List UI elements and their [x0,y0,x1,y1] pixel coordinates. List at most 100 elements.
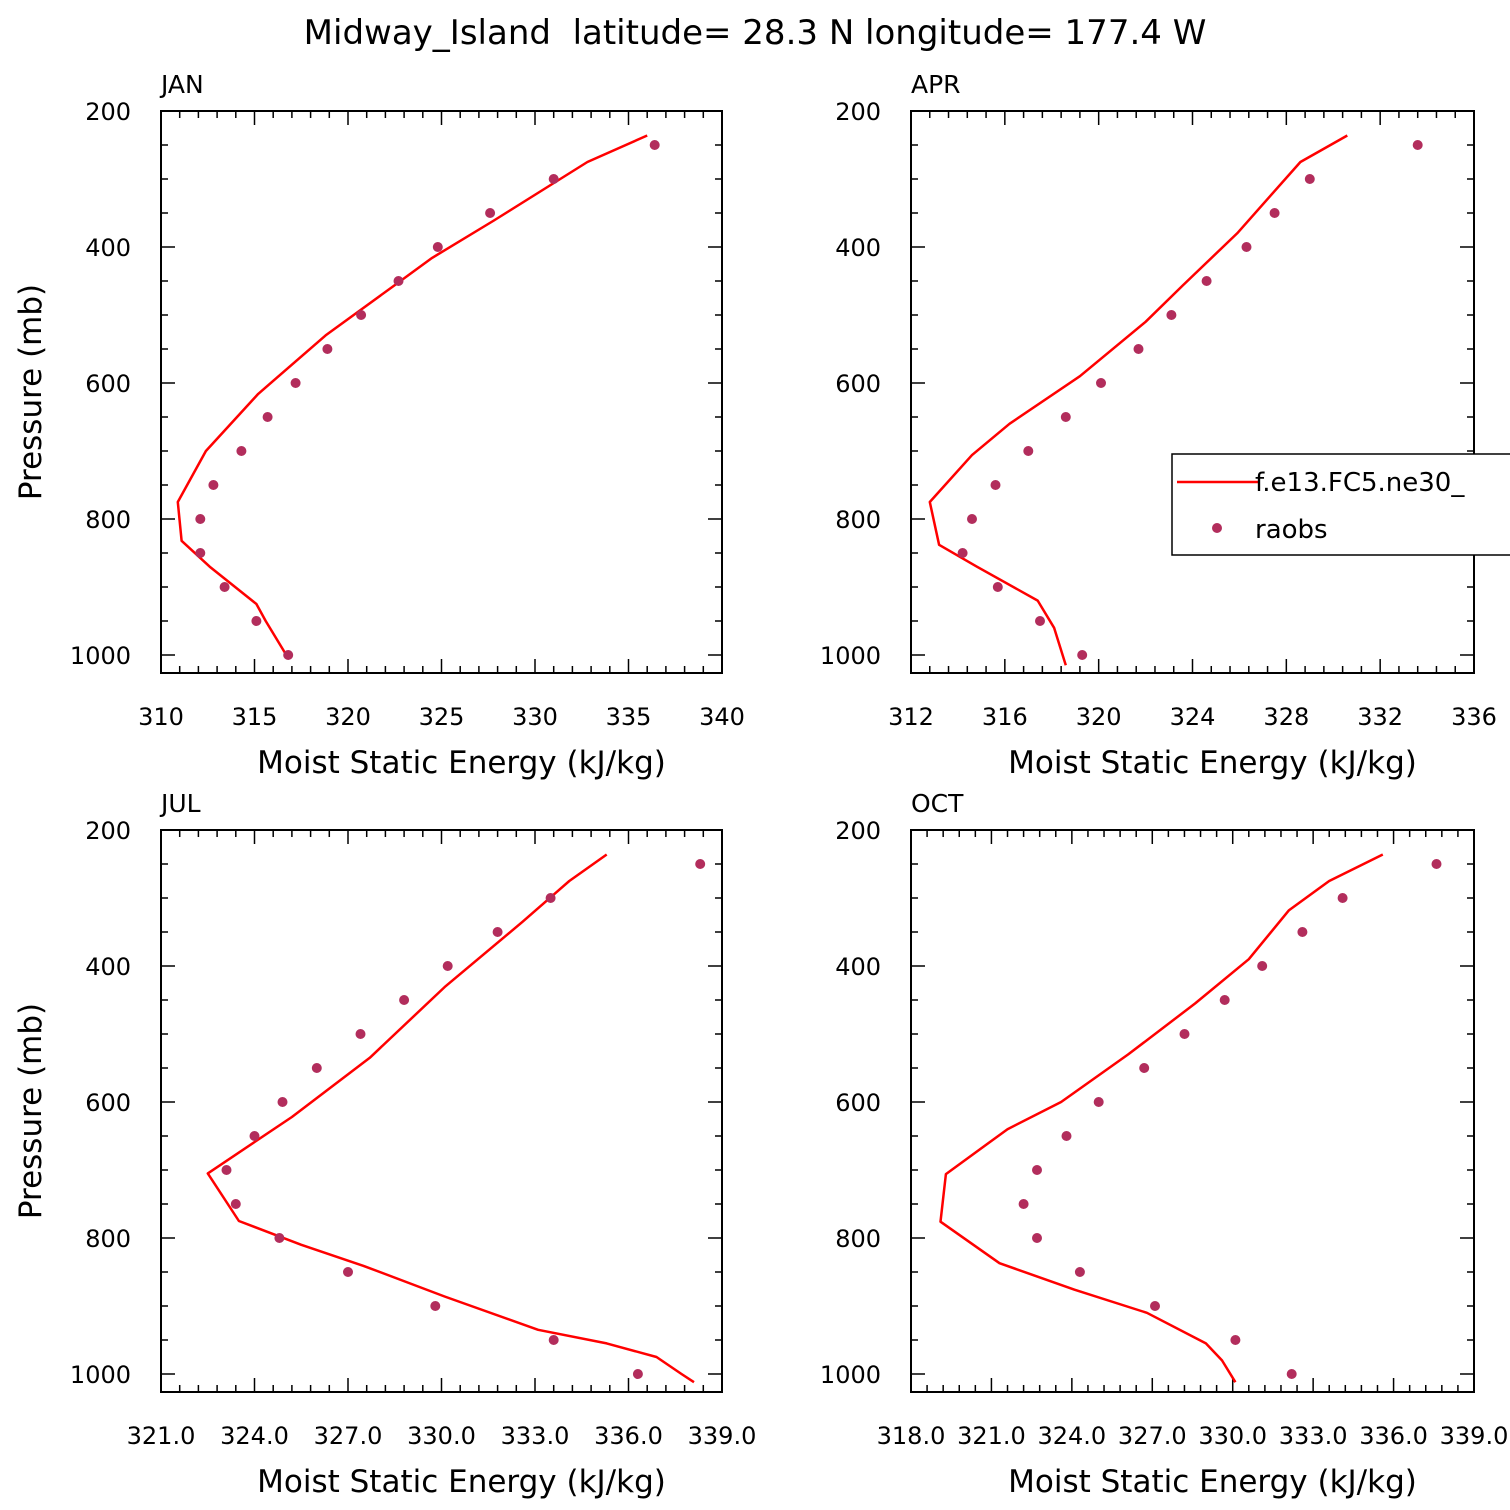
obs-point [277,1097,288,1107]
obs-point [1219,995,1230,1005]
panel-apr: APR 312 316 320 324 328 332 336 200 400 600 800 1000… [820,70,1497,781]
panel-label: JUL [159,789,201,818]
obs-point [399,995,410,1005]
obs-point [283,650,294,660]
obs-point [430,1301,441,1311]
x-tick-label: 339.0 [1440,1422,1509,1450]
legend-label-obs: raobs [1255,515,1328,545]
obs-point [1093,1097,1104,1107]
x-tick-label: 330.0 [1198,1422,1267,1450]
obs-point [1286,1369,1297,1379]
x-tick-label: 336.0 [594,1422,663,1450]
obs-point [1018,1199,1029,1209]
x-tick-label: 310 [138,703,184,731]
series-line-model [928,134,1348,666]
x-axis-title: Moist Static Energy (kJ/kg) [1008,745,1417,781]
x-tick-label: 332 [1357,703,1403,731]
obs-point [695,859,706,869]
obs-point [1179,1029,1190,1039]
obs-point [311,1063,322,1073]
x-tick-label: 340 [699,703,745,731]
x-tick-label: 318.0 [877,1422,946,1450]
x-tick-label: 316 [982,703,1028,731]
x-tick-label: 312 [888,703,934,731]
obs-point [355,1029,366,1039]
obs-point [548,174,559,184]
x-tick-label: 327.0 [1118,1422,1187,1450]
obs-point [492,927,503,937]
figure-title: Midway_Island latitude= 28.3 N longitude… [304,13,1207,53]
x-tick-label: 325 [419,703,465,731]
obs-point [290,378,301,388]
obs-point [230,1199,241,1209]
panel-label: JAN [159,70,204,99]
panel-label: APR [911,70,961,99]
x-tick-label: 315 [232,703,278,731]
legend-box [1171,453,1510,556]
obs-point [442,961,453,971]
x-tick-label: 324 [1170,703,1216,731]
y-tick-label: 200 [835,817,881,845]
series-line-model [206,853,695,1384]
obs-point [1230,1335,1241,1345]
x-axis-title: Moist Static Energy (kJ/kg) [257,745,666,781]
x-tick-label: 321.0 [127,1422,196,1450]
obs-point [208,480,219,490]
obs-point [1035,616,1045,626]
series-line-model [939,853,1384,1383]
y-tick-label: 400 [85,234,131,262]
obs-point [992,582,1003,592]
obs-point [1032,1233,1042,1243]
obs-point [548,1335,559,1345]
y-tick-label: 600 [835,370,881,398]
y-tick-label: 1000 [70,1361,131,1389]
obs-point [1297,927,1308,937]
obs-point [343,1267,353,1277]
obs-point [485,208,496,218]
obs-point [1201,276,1212,286]
x-tick-label: 320 [1076,703,1122,731]
x-tick-label: 336 [1451,703,1497,731]
x-tick-label: 333.0 [1279,1422,1348,1450]
x-tick-label: 328 [1263,703,1309,731]
series-line-model [176,134,648,656]
obs-point [1074,1267,1085,1277]
y-tick-label: 600 [85,370,131,398]
x-tick-label: 339.0 [688,1422,757,1450]
obs-point [1269,208,1280,218]
panel-oct: OCT 318.0 321.0 324.0 327.0 330.0 333.0 336.0 33… [820,789,1508,1500]
obs-point [236,446,247,456]
y-tick-label: 1000 [820,642,881,670]
y-tick-label: 600 [85,1089,131,1117]
x-axis-title: Moist Static Energy (kJ/kg) [257,1464,666,1500]
legend-label-model: f.e13.FC5.ne30_ [1255,468,1465,498]
obs-point [219,582,230,592]
obs-point [1304,174,1315,184]
obs-point [649,140,660,150]
obs-point [967,514,977,524]
panel-jan: JAN 310 315 320 325 330 335 340 200 400 600 800 1000… [13,70,745,781]
x-tick-label: 324.0 [220,1422,289,1450]
obs-point [632,1369,643,1379]
panel-label: OCT [911,789,964,818]
obs-point [393,276,404,286]
y-tick-label: 200 [85,817,131,845]
y-axis-title: Pressure (mb) [13,284,49,500]
y-tick-label: 200 [835,98,881,126]
obs-point [221,1165,232,1175]
obs-point [251,616,262,626]
obs-point [990,480,1001,490]
y-tick-label: 800 [835,506,881,534]
y-tick-label: 400 [85,953,131,981]
x-tick-label: 330.0 [407,1422,476,1450]
obs-point [1133,344,1144,354]
y-axis-title: Pressure (mb) [13,1003,49,1219]
y-tick-label: 800 [85,506,131,534]
legend: f.e13.FC5.ne30_ raobs [1171,453,1510,556]
x-tick-label: 336.0 [1359,1422,1428,1450]
legend-marker-swatch [1212,523,1222,533]
obs-point [195,514,206,524]
obs-point [274,1233,285,1243]
obs-point [1032,1165,1042,1175]
x-tick-label: 333.0 [501,1422,570,1450]
